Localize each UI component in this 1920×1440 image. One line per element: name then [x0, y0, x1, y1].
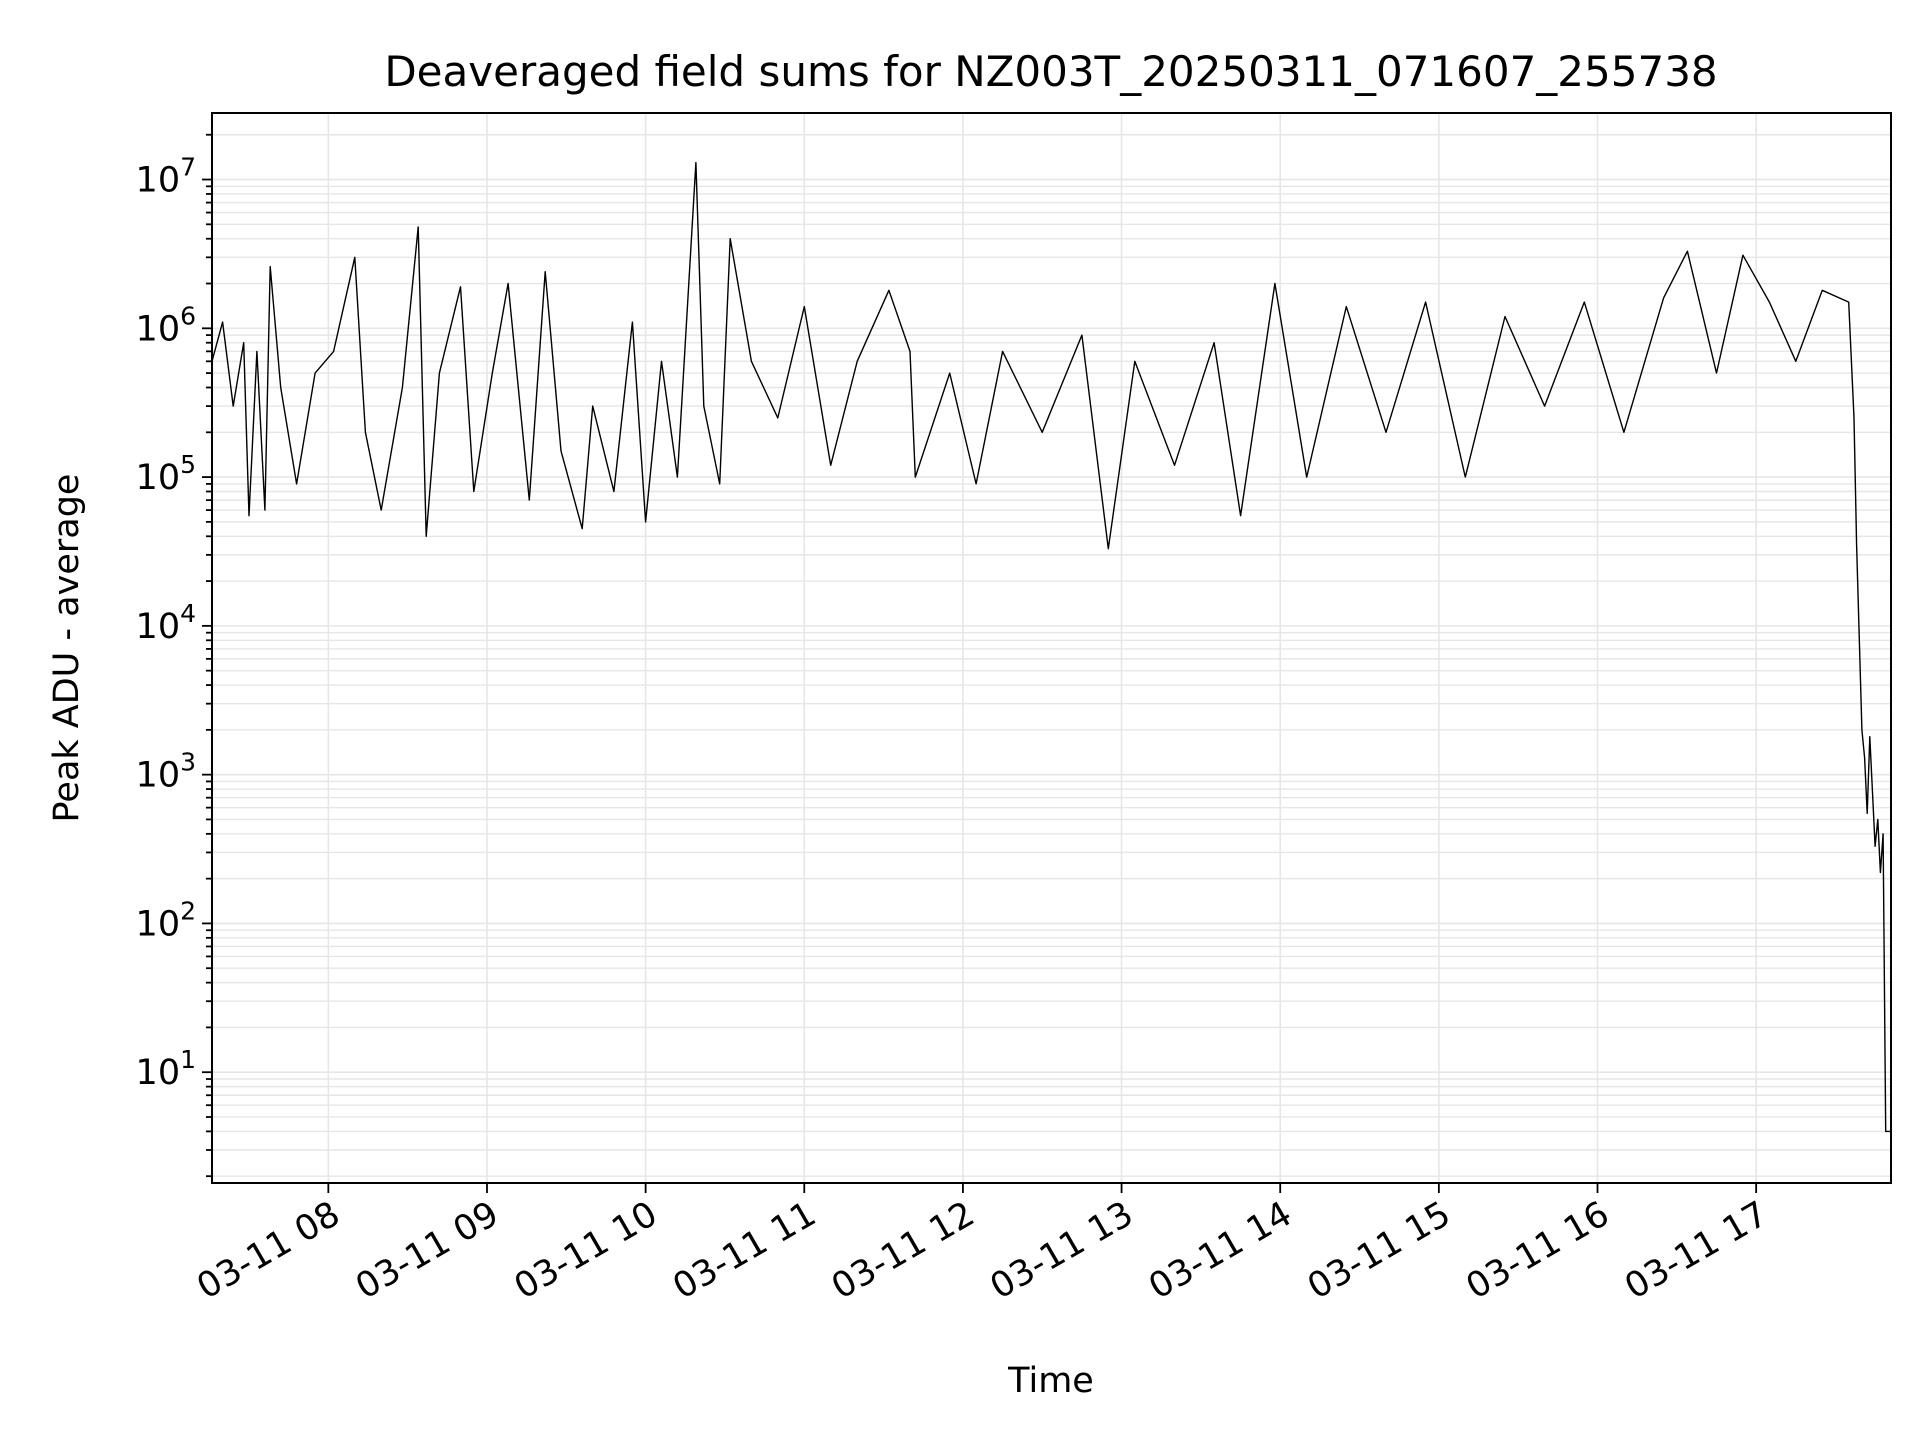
grid	[212, 113, 1891, 1183]
y-tick-label: 105	[136, 450, 196, 498]
y-tick-label: 107	[136, 153, 196, 201]
y-tick-label: 104	[136, 599, 196, 647]
y-tick-label: 103	[136, 748, 196, 796]
plot-area	[212, 113, 1891, 1183]
series-line	[211, 161, 1891, 1133]
y-tick-label: 101	[136, 1045, 196, 1093]
chart-title: Deaveraged field sums for NZ003T_2025031…	[384, 47, 1717, 96]
x-axis-label: Time	[1007, 1361, 1094, 1401]
y-axis-label: Peak ADU - average	[47, 474, 87, 823]
axes-frame	[211, 112, 1892, 1184]
y-tick-label: 102	[136, 896, 196, 944]
y-tick-label: 106	[136, 301, 196, 349]
series-layer	[211, 161, 1891, 1133]
